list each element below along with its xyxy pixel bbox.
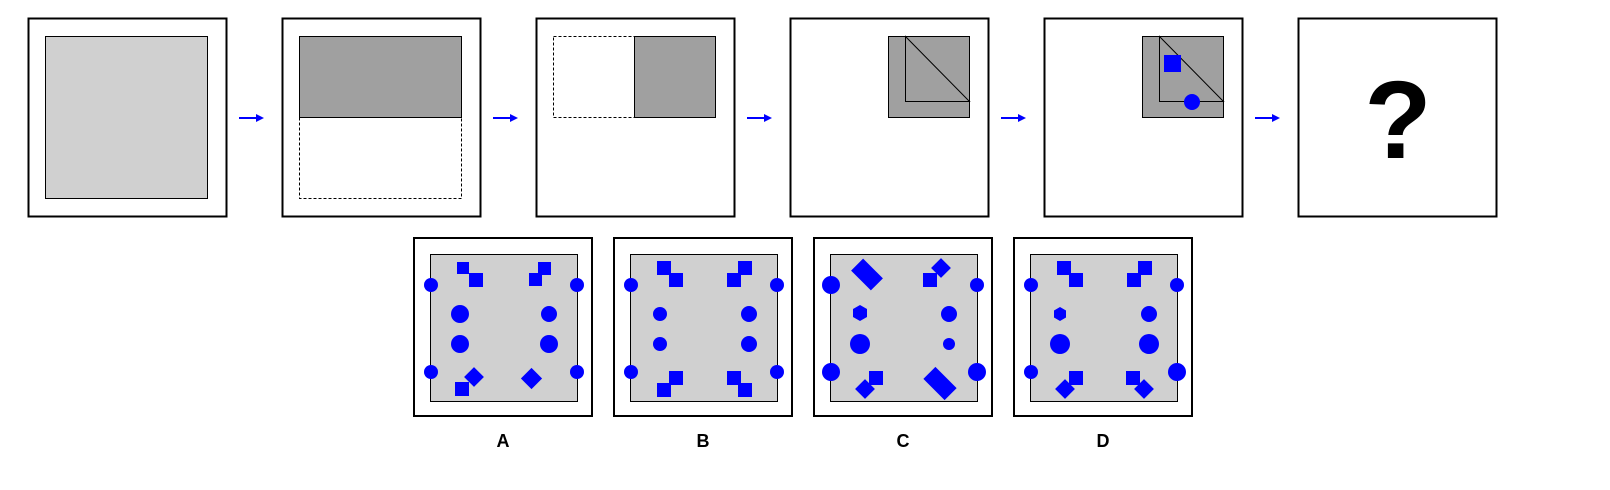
right-arrow-icon (239, 114, 264, 122)
question-panel: ? (1297, 17, 1498, 218)
option-c[interactable]: C (813, 237, 993, 451)
step-3-panel (535, 17, 736, 218)
step-1-panel (27, 17, 228, 218)
option-a-label: A (497, 431, 510, 451)
question-mark: ? (1364, 59, 1431, 182)
hole-pattern (424, 262, 584, 396)
right-arrow-icon (493, 114, 518, 122)
square-hole-icon (1164, 55, 1181, 72)
option-b-label: B (697, 431, 710, 451)
hole-pattern (1024, 261, 1186, 399)
option-d-label: D (1097, 431, 1110, 451)
step-5-panel (1043, 17, 1244, 218)
hole-pattern (624, 261, 784, 397)
right-arrow-icon (747, 114, 772, 122)
option-b[interactable]: B (613, 237, 793, 451)
step-2-panel (281, 17, 482, 218)
circle-hole-icon (1184, 94, 1200, 110)
right-arrow-icon (1001, 114, 1026, 122)
option-a[interactable]: A (413, 237, 593, 451)
right-arrow-icon (1255, 114, 1280, 122)
option-c-label: C (897, 431, 910, 451)
option-d[interactable]: D (1013, 237, 1193, 451)
step-4-panel (789, 17, 990, 218)
hole-pattern (822, 258, 986, 401)
